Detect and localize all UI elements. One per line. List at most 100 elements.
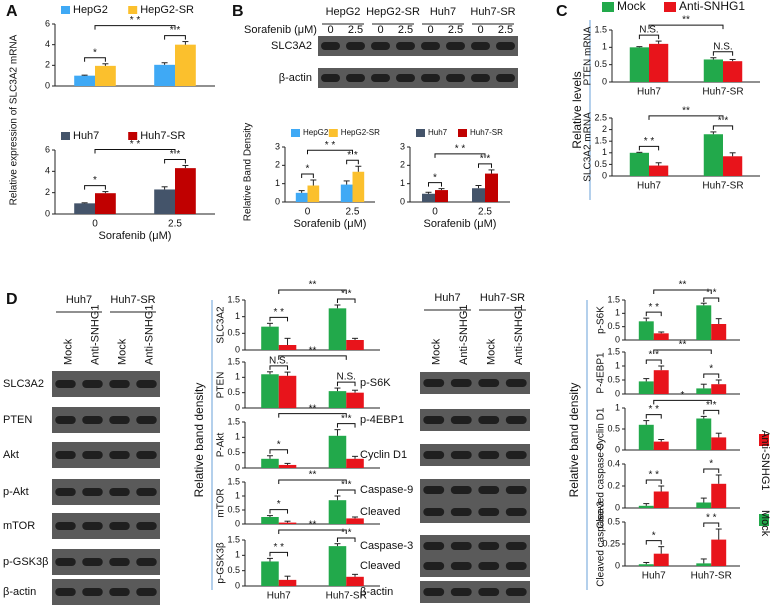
legend-label: Huh7 bbox=[428, 128, 448, 137]
y-tick-label: 0 bbox=[602, 76, 607, 86]
y-tick-label: 1 bbox=[235, 490, 240, 500]
bar bbox=[95, 65, 116, 86]
legend-swatch bbox=[664, 2, 676, 12]
y-tick-label: 1 bbox=[275, 178, 280, 188]
legend-swatch bbox=[602, 2, 614, 12]
y-tick-label: 0 bbox=[400, 196, 405, 206]
y-tick-label: 4 bbox=[45, 39, 50, 49]
band bbox=[109, 522, 130, 530]
y-tick-label: 1 bbox=[235, 311, 240, 321]
bar bbox=[346, 576, 364, 586]
band bbox=[346, 42, 365, 50]
legend-swatch bbox=[759, 514, 769, 526]
bar bbox=[696, 305, 712, 340]
significance: ** bbox=[309, 403, 317, 414]
legend-label: Anti-SNHG1 bbox=[679, 0, 745, 13]
y-tick-label: 0.5 bbox=[227, 328, 240, 338]
significance: ** bbox=[682, 106, 690, 117]
legend-swatch bbox=[128, 132, 138, 140]
band bbox=[423, 542, 445, 550]
band bbox=[505, 588, 527, 596]
band bbox=[82, 416, 103, 424]
bar bbox=[696, 388, 712, 394]
significance: * * bbox=[170, 149, 181, 160]
blot-header: Huh7 bbox=[430, 6, 456, 18]
significance: N.S. bbox=[639, 25, 658, 36]
y-axis-label: Cyclin D1 bbox=[596, 407, 607, 450]
significance: ** bbox=[309, 470, 317, 481]
band bbox=[136, 488, 157, 496]
y-tick-label: 0 bbox=[45, 80, 50, 90]
blot-strip bbox=[318, 68, 518, 88]
bracket bbox=[638, 145, 660, 151]
blot-header: Huh7-SR bbox=[110, 294, 155, 306]
bar bbox=[485, 173, 498, 202]
blot-row-label: β-actin bbox=[3, 586, 36, 598]
significance: * * bbox=[341, 289, 352, 300]
significance: N.S. bbox=[269, 355, 288, 366]
bracket bbox=[278, 289, 347, 294]
significance: * bbox=[93, 47, 97, 58]
lane-label: Mock bbox=[62, 338, 74, 365]
bar bbox=[638, 505, 654, 508]
legend-label: Huh7-SR bbox=[140, 130, 185, 142]
legend-swatch bbox=[61, 132, 70, 140]
bar bbox=[435, 190, 448, 202]
significance: * * bbox=[706, 513, 717, 524]
y-tick-label: 1.5 bbox=[227, 416, 240, 426]
lane-label: Mock bbox=[486, 338, 498, 365]
x-tick-label: Huh7 bbox=[637, 181, 661, 192]
bar bbox=[653, 370, 669, 394]
blot-row-label: Caspase-9 bbox=[360, 484, 413, 496]
lane-label: Anti-SNHG1 bbox=[89, 304, 101, 365]
band bbox=[136, 558, 157, 566]
significance: * * bbox=[644, 136, 655, 147]
panel-letter: B bbox=[232, 3, 244, 20]
bar bbox=[328, 308, 347, 350]
significance: * * bbox=[648, 350, 659, 361]
bar bbox=[261, 458, 279, 468]
blot-header: HepG2-SR bbox=[366, 6, 420, 18]
bar bbox=[723, 156, 743, 176]
blot-row-label: p-S6K bbox=[360, 377, 391, 389]
lane-label: 0 bbox=[377, 24, 383, 36]
significance: * * bbox=[273, 307, 284, 318]
y-tick-label: 4 bbox=[45, 166, 50, 176]
y-tick-label: 0 bbox=[235, 462, 240, 472]
y-axis-label: Relative Band Density bbox=[243, 123, 254, 221]
bracket bbox=[336, 489, 356, 494]
bar bbox=[154, 189, 175, 214]
band bbox=[478, 562, 500, 570]
legend-swatch bbox=[458, 129, 467, 137]
significance: * bbox=[681, 390, 685, 401]
significance: * * bbox=[341, 480, 352, 491]
band bbox=[82, 522, 103, 530]
bracket bbox=[648, 115, 724, 120]
blot-row-title: Sorafenib (μM) bbox=[244, 24, 317, 36]
band bbox=[109, 416, 130, 424]
x-tick-label: 2.5 bbox=[346, 207, 360, 218]
band bbox=[450, 416, 472, 424]
y-tick-label: 2 bbox=[45, 187, 50, 197]
significance: * bbox=[93, 175, 97, 186]
band bbox=[423, 379, 445, 387]
bar bbox=[629, 152, 649, 176]
legend-swatch bbox=[416, 129, 425, 137]
lane-label: 2.5 bbox=[348, 24, 363, 36]
band bbox=[505, 562, 527, 570]
blot-strip bbox=[420, 444, 530, 466]
bar bbox=[95, 193, 116, 214]
bracket bbox=[269, 509, 289, 514]
bracket bbox=[301, 173, 314, 178]
x-tick-label: Huh7-SR bbox=[326, 591, 367, 602]
y-tick-label: 1 bbox=[615, 402, 620, 412]
band bbox=[109, 380, 130, 388]
bracket bbox=[269, 551, 289, 557]
y-tick-label: 6 bbox=[45, 144, 50, 154]
bracket bbox=[84, 185, 106, 190]
bar bbox=[629, 47, 649, 82]
blot-row-label: p-GSK3β bbox=[3, 556, 48, 568]
bracket bbox=[648, 24, 724, 30]
bar bbox=[653, 441, 669, 450]
y-axis-label: P-4EBP1 bbox=[596, 352, 607, 394]
